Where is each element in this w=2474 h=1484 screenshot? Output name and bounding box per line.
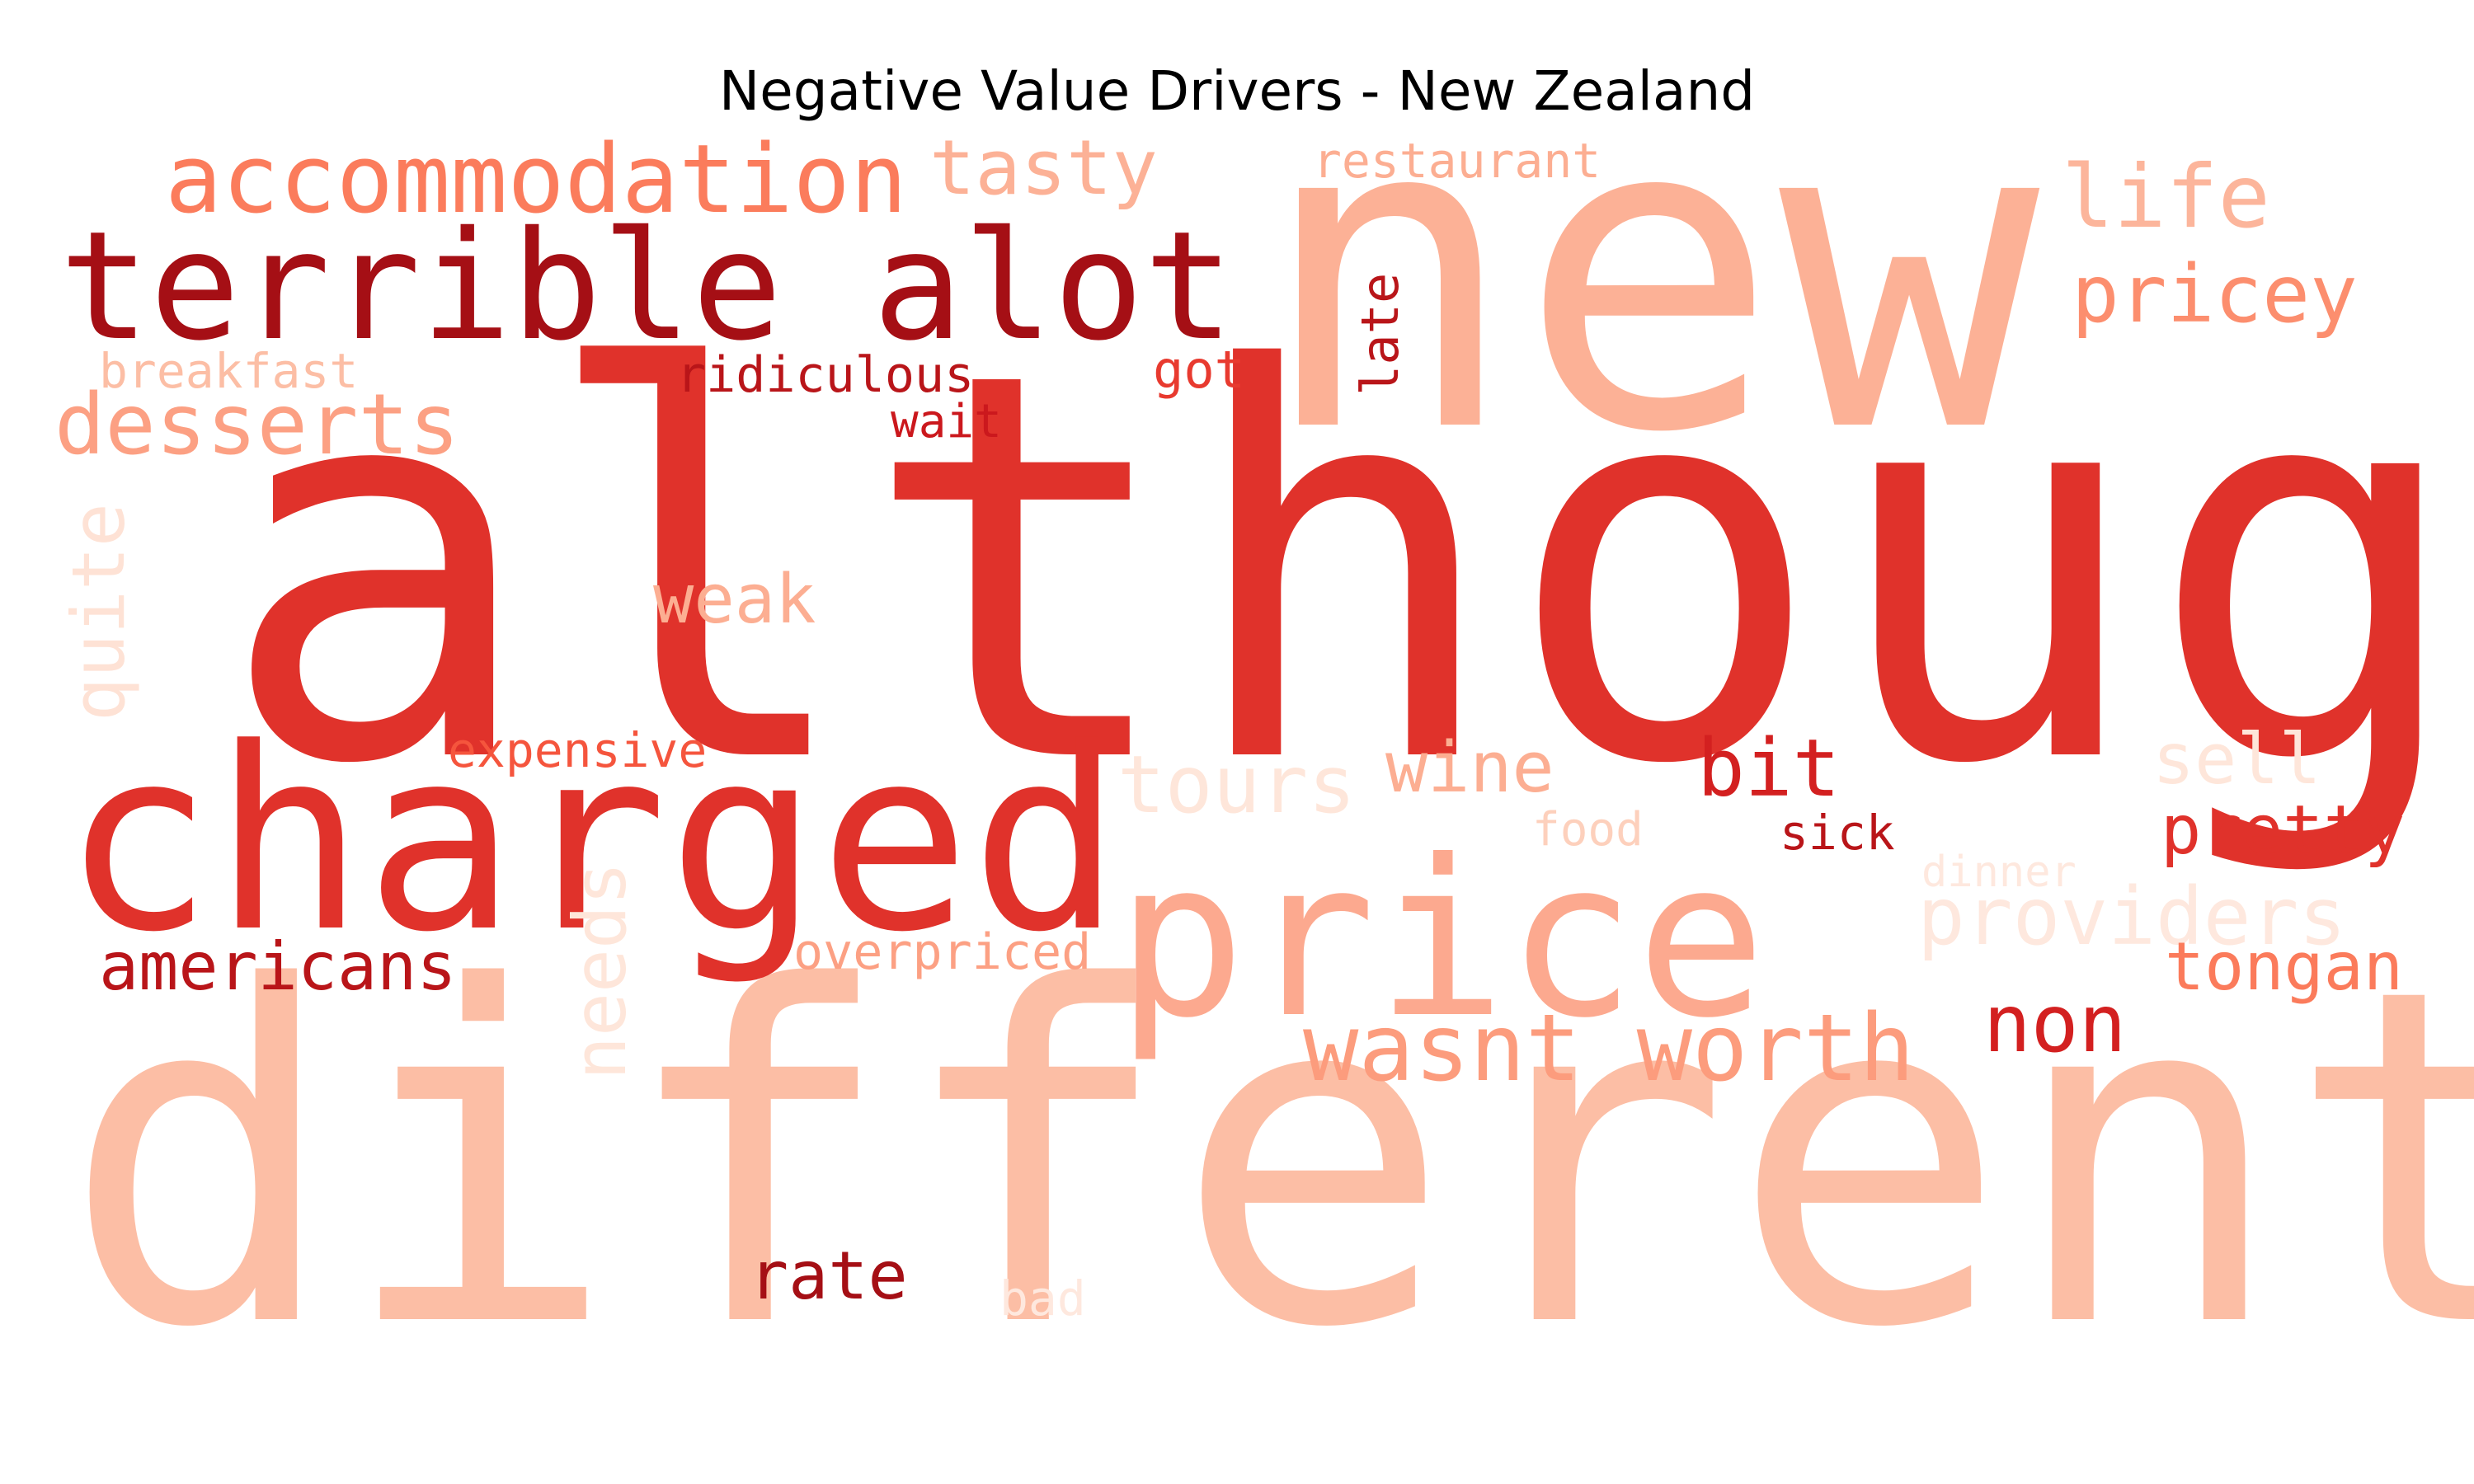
word-food: food [1532,803,1644,857]
word-late: late [1350,273,1410,396]
chart-title: Negative Value Drivers - New Zealand [718,59,1756,123]
word-wasnt-worth: wasnt worth [1303,995,1915,1102]
word-tours: tours [1117,739,1356,831]
word-wine: wine [1385,727,1554,809]
word-price: price [1116,814,1766,1065]
word-tongan: tongan [2165,928,2403,1005]
word-new: new [1258,23,2043,527]
word-needs: needs [557,862,642,1080]
word-life: life [2062,147,2270,247]
word-non: non [1983,978,2126,1070]
word-bit: bit [1697,722,1840,815]
word-ridiculous: ridiculous [676,346,974,404]
word-overpriced: overpriced [793,923,1091,981]
word-bad: bad [999,1270,1086,1327]
word-accommodation: accommodation [165,124,907,235]
word-although: although [217,259,2474,881]
word-desserts: desserts [54,376,459,474]
word-expensive: expensive [448,722,707,778]
word-restaurant: restaurant [1313,133,1601,189]
word-quite: quite [56,503,141,721]
word-providers: providers [1917,871,2346,963]
word-different: different [62,891,2474,1429]
word-pricey: pricey [2072,248,2358,340]
word-wait: wait [891,395,1002,448]
word-breakfast: breakfast [99,343,358,399]
word-sell: sell [2152,719,2321,801]
word-sick: sick [1780,805,1895,861]
word-rate: rate [749,1237,908,1314]
word-terrible-alot: terrible alot [59,199,1234,373]
word-americans: americans [99,928,456,1005]
word-charged: charged [62,694,1122,987]
word-tasty: tasty [929,124,1158,212]
word-got: got [1153,340,1245,400]
word-dinner: dinner [1921,848,2077,897]
word-weak: weak [653,561,816,639]
word-pretty: pretty [2161,791,2405,870]
